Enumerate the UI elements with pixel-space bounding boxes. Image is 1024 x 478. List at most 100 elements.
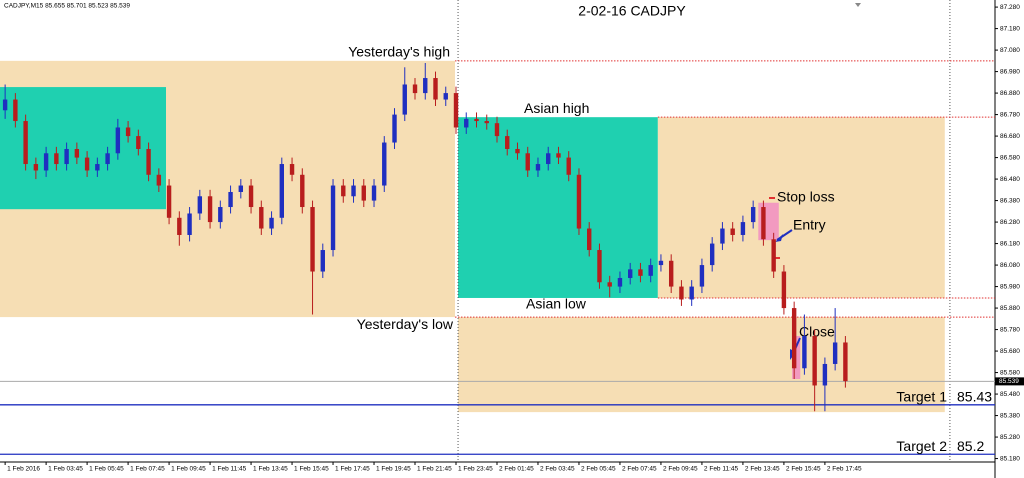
candle-body xyxy=(2,99,8,111)
y-tick-label: 86.080 xyxy=(1000,262,1020,269)
y-tick-label: 86.680 xyxy=(1000,133,1020,140)
candle-body xyxy=(556,153,561,158)
zone xyxy=(657,117,945,298)
candle-body xyxy=(546,153,551,165)
candle-body xyxy=(54,153,59,165)
candle-body xyxy=(750,207,756,223)
x-tick-label: 2 Feb 11:45 xyxy=(704,466,739,473)
candle-body xyxy=(709,243,715,266)
y-tick-label: 85.480 xyxy=(1000,391,1020,398)
header: CADJPY,M15 85.655 85.701 85.523 85.539 xyxy=(4,3,130,10)
level-value: 85.2 xyxy=(957,438,984,454)
x-tick-label: 2 Feb 01:45 xyxy=(499,466,534,473)
level-label: Target 2 xyxy=(896,438,947,454)
candle-body xyxy=(679,286,684,300)
x-tick-label: 1 Feb 21:45 xyxy=(417,466,452,473)
x-tick-label: 1 Feb 03:45 xyxy=(48,466,83,473)
candle-body xyxy=(166,185,172,218)
x-tick-label: 2 Feb 03:45 xyxy=(540,466,575,473)
y-tick-label: 85.280 xyxy=(1000,434,1020,441)
candle-body xyxy=(843,342,848,382)
candle-body xyxy=(443,93,448,100)
y-tick-label: 86.480 xyxy=(1000,176,1020,183)
candle-body xyxy=(74,148,80,158)
candle-body xyxy=(494,123,500,137)
y-tick-label: 87.080 xyxy=(1000,47,1020,54)
candle-body xyxy=(822,363,828,386)
candle-body xyxy=(351,185,356,197)
candle-body xyxy=(218,207,223,223)
candle-body xyxy=(320,250,325,272)
current-price-tag xyxy=(995,377,1024,386)
candle-body xyxy=(259,207,264,229)
candle-body xyxy=(689,286,694,300)
y-tick-label: 85.780 xyxy=(1000,326,1020,333)
x-tick-label: 1 Feb 07:45 xyxy=(130,466,165,473)
x-tick-label: 2 Feb 15:45 xyxy=(786,466,821,473)
level-label: Asian low xyxy=(526,296,587,312)
candle-body xyxy=(382,142,387,186)
candle-body xyxy=(238,185,244,192)
candle-body xyxy=(269,217,274,229)
candle-body xyxy=(33,164,39,171)
x-tick-label: 1 Feb 09:45 xyxy=(171,466,206,473)
candle-body xyxy=(412,84,418,94)
candle-body xyxy=(791,308,797,369)
candle-body xyxy=(607,282,612,287)
candle-body xyxy=(812,336,817,386)
x-tick-label: 1 Feb 05:45 xyxy=(89,466,124,473)
y-tick-label: 85.980 xyxy=(1000,283,1020,290)
candle-body xyxy=(146,148,151,175)
zone xyxy=(458,317,945,413)
level-value: 85.43 xyxy=(957,389,992,405)
x-tick-label: 1 Feb 13:45 xyxy=(253,466,288,473)
candle-body xyxy=(587,228,592,251)
candle-body xyxy=(515,148,520,154)
y-tick-label: 86.580 xyxy=(1000,154,1020,161)
y-tick-label: 87.280 xyxy=(1000,4,1020,11)
candle-body xyxy=(207,196,213,223)
x-tick-label: 1 Feb 11:45 xyxy=(212,466,247,473)
candle-body xyxy=(648,265,653,276)
candle-body xyxy=(392,114,397,143)
y-tick-label: 85.680 xyxy=(1000,348,1020,355)
x-tick-label: 2 Feb 09:45 xyxy=(663,466,698,473)
candle-body xyxy=(730,228,735,235)
candle-body xyxy=(402,84,407,115)
candle-body xyxy=(423,78,428,94)
candle-body xyxy=(658,260,664,266)
x-tick-label: 1 Feb 17:45 xyxy=(335,466,370,473)
candle-body xyxy=(341,185,346,197)
annotation: Stop loss xyxy=(777,189,835,205)
candle-body xyxy=(300,174,305,208)
y-tick-label: 86.780 xyxy=(1000,111,1020,118)
x-tick-label: 1 Feb 23:45 xyxy=(458,466,493,473)
y-tick-label: 86.880 xyxy=(1000,90,1020,97)
y-tick-label: 87.180 xyxy=(1000,25,1020,32)
scroll-marker xyxy=(855,3,861,7)
x-tick-label: 2 Feb 05:45 xyxy=(581,466,616,473)
candle-body xyxy=(464,118,469,128)
candle-body xyxy=(289,164,295,175)
candle-body xyxy=(156,174,162,186)
candle-body xyxy=(23,121,28,165)
y-tick-label: 86.180 xyxy=(1000,240,1020,247)
arrow-head xyxy=(775,234,783,242)
y-tick-label: 85.180 xyxy=(1000,455,1020,462)
candle-body xyxy=(597,250,602,283)
annotation: Entry xyxy=(793,217,826,233)
x-tick-label: 2 Feb 07:45 xyxy=(622,466,657,473)
y-tick-label: 86.280 xyxy=(1000,219,1020,226)
x-tick-label: 1 Feb 19:45 xyxy=(376,466,411,473)
candle-body xyxy=(248,185,254,208)
level-label: Yesterday's low xyxy=(357,316,454,332)
candle-body xyxy=(84,157,90,171)
y-tick-label: 86.980 xyxy=(1000,68,1020,75)
candle-body xyxy=(115,127,121,154)
candle-body xyxy=(228,191,233,208)
candle-body xyxy=(802,336,807,369)
candle-body xyxy=(505,136,510,149)
candle-body xyxy=(95,164,100,171)
y-tick-label: 85.380 xyxy=(1000,412,1020,419)
